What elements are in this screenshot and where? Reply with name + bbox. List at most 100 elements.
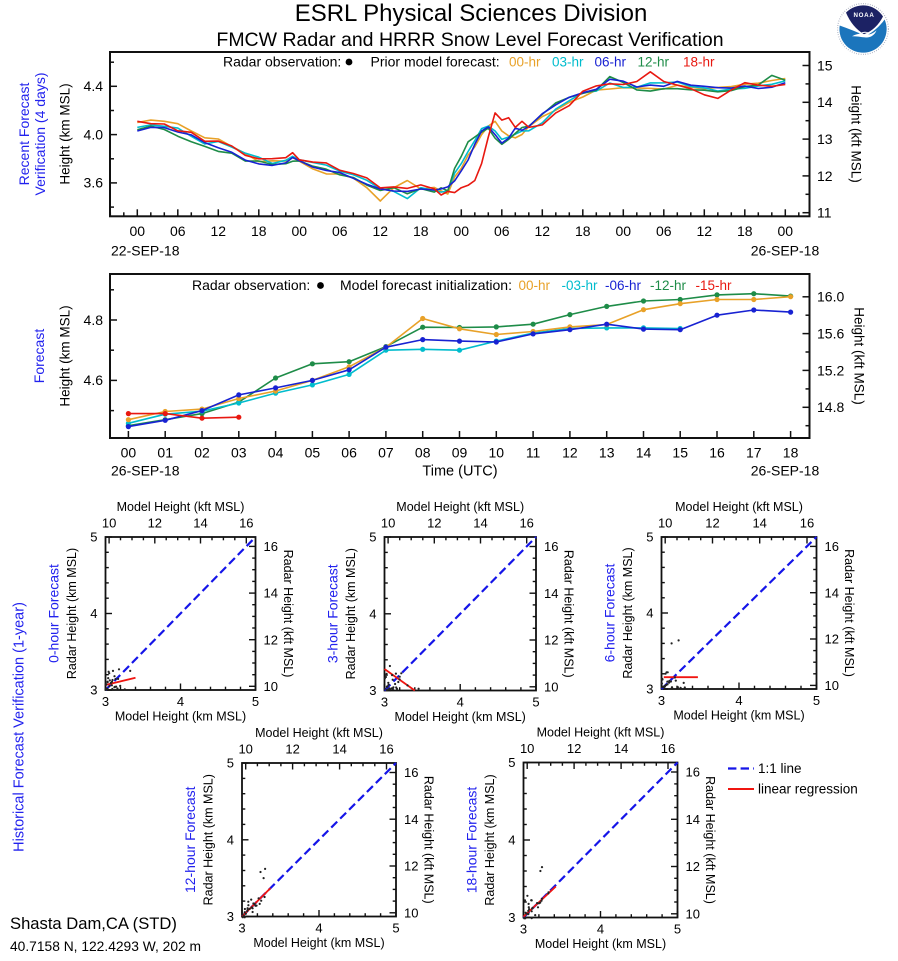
svg-text:10: 10 (520, 741, 534, 756)
svg-text:00-hr: 00-hr (519, 278, 551, 293)
svg-text:Shasta Dam,CA (STD): Shasta Dam,CA (STD) (10, 914, 177, 933)
svg-text:Model Height (kft MSL): Model Height (kft MSL) (675, 500, 803, 514)
svg-text:3: 3 (90, 683, 97, 698)
svg-text:12: 12 (817, 168, 833, 184)
svg-text:Radar Height (km MSL): Radar Height (km MSL) (344, 548, 358, 679)
svg-text:10: 10 (264, 679, 278, 694)
svg-text:00: 00 (454, 223, 470, 239)
svg-text:02: 02 (194, 445, 210, 461)
svg-text:Model Height (km MSL): Model Height (km MSL) (115, 710, 246, 724)
svg-text:13: 13 (599, 445, 615, 461)
svg-text:16: 16 (264, 539, 278, 554)
svg-text:16: 16 (544, 539, 558, 554)
svg-text:04: 04 (268, 445, 284, 461)
svg-text:16.0: 16.0 (817, 289, 844, 305)
svg-text:10: 10 (825, 678, 839, 693)
svg-text:06: 06 (656, 223, 672, 239)
svg-text:13: 13 (817, 131, 833, 147)
svg-text:3: 3 (238, 921, 245, 936)
svg-text:ESRL Physical Sciences Divisio: ESRL Physical Sciences Division (295, 0, 648, 27)
svg-text:5: 5 (369, 530, 376, 545)
svg-text:14: 14 (473, 516, 487, 531)
svg-text:4: 4 (457, 695, 464, 710)
svg-text:4.4: 4.4 (84, 78, 104, 94)
svg-text:12: 12 (697, 223, 713, 239)
svg-text:-03-hr: -03-hr (562, 278, 599, 293)
svg-text:Prior model forecast:: Prior model forecast: (371, 54, 500, 70)
svg-text:Model Height (kft MSL): Model Height (kft MSL) (537, 726, 665, 740)
svg-text:15.2: 15.2 (817, 362, 844, 378)
svg-text:3: 3 (102, 694, 109, 709)
svg-text:16: 16 (404, 765, 418, 780)
svg-text:10: 10 (381, 516, 395, 531)
svg-text:01: 01 (157, 445, 173, 461)
svg-text:10: 10 (686, 906, 700, 921)
svg-text:12: 12 (285, 742, 299, 757)
svg-text:3: 3 (508, 910, 515, 925)
svg-text:03: 03 (231, 445, 247, 461)
svg-text:18: 18 (737, 223, 753, 239)
svg-text:12: 12 (264, 632, 278, 647)
svg-text:Radar Height (kft MSL): Radar Height (kft MSL) (842, 549, 856, 677)
svg-text:16: 16 (239, 516, 253, 531)
svg-text:Model Height (km MSL): Model Height (km MSL) (253, 936, 384, 950)
svg-text:14.8: 14.8 (817, 399, 844, 415)
svg-text:Height (kft MSL): Height (kft MSL) (852, 307, 867, 405)
svg-text:5: 5 (227, 756, 234, 771)
svg-text:Time (UTC): Time (UTC) (422, 464, 497, 480)
svg-text:4: 4 (646, 606, 653, 621)
svg-text:40.7158 N, 122.4293 W, 202 m: 40.7158 N, 122.4293 W, 202 m (10, 939, 201, 954)
svg-text:4: 4 (177, 694, 184, 709)
svg-text:12: 12 (427, 516, 441, 531)
svg-text:06-hr: 06-hr (595, 55, 627, 70)
svg-text:03-hr: 03-hr (552, 55, 584, 70)
svg-text:14: 14 (636, 445, 652, 461)
svg-text:06: 06 (170, 223, 186, 239)
svg-text:5: 5 (674, 922, 681, 937)
svg-text:Model forecast initialization:: Model forecast initialization: (340, 277, 512, 293)
svg-text:12: 12 (686, 859, 700, 874)
svg-text:00: 00 (121, 445, 137, 461)
svg-text:Model Height (kft MSL): Model Height (kft MSL) (396, 500, 524, 514)
svg-text:5: 5 (252, 694, 259, 709)
svg-text:14: 14 (614, 741, 628, 756)
svg-text:17: 17 (746, 445, 762, 461)
svg-text:16: 16 (686, 765, 700, 780)
svg-text:14: 14 (752, 516, 766, 531)
svg-text:14: 14 (332, 742, 346, 757)
svg-text:FMCW Radar and HRRR Snow Level: FMCW Radar and HRRR Snow Level Forecast … (216, 29, 723, 51)
svg-text:-06-hr: -06-hr (605, 278, 642, 293)
svg-text:12: 12 (825, 632, 839, 647)
svg-text:5: 5 (532, 695, 539, 710)
svg-text:06: 06 (332, 223, 348, 239)
svg-text:6-hour Forecast: 6-hour Forecast (602, 563, 618, 662)
svg-text:Model Height (kft MSL): Model Height (kft MSL) (255, 726, 383, 740)
svg-text:18: 18 (783, 445, 799, 461)
svg-text:5: 5 (90, 530, 97, 545)
svg-text:Radar observation:: Radar observation: (223, 54, 341, 70)
svg-text:12: 12 (211, 223, 227, 239)
svg-text:12: 12 (562, 445, 578, 461)
svg-text:3: 3 (658, 693, 665, 708)
svg-text:Recent Forecast: Recent Forecast (16, 83, 32, 186)
svg-text:12: 12 (705, 516, 719, 531)
svg-text:06: 06 (341, 445, 357, 461)
svg-text:Radar Height (km MSL): Radar Height (km MSL) (65, 548, 79, 679)
svg-text:16: 16 (709, 445, 725, 461)
svg-text:4.8: 4.8 (84, 312, 104, 328)
svg-text:08: 08 (415, 445, 431, 461)
svg-text:-15-hr: -15-hr (696, 278, 733, 293)
svg-text:5: 5 (646, 530, 653, 545)
svg-text:12-hr: 12-hr (638, 55, 670, 70)
svg-text:12: 12 (148, 516, 162, 531)
svg-text:1:1 line: 1:1 line (758, 761, 802, 776)
svg-text:Radar observation:: Radar observation: (192, 277, 310, 293)
svg-text:4: 4 (508, 833, 515, 848)
svg-text:Verification (4 days): Verification (4 days) (32, 73, 48, 196)
svg-text:Model Height (kft MSL): Model Height (kft MSL) (117, 500, 245, 514)
svg-text:14: 14 (264, 586, 278, 601)
svg-text:09: 09 (452, 445, 468, 461)
svg-text:Height (km MSL): Height (km MSL) (58, 83, 73, 184)
svg-text:14: 14 (404, 812, 418, 827)
svg-text:4: 4 (227, 832, 234, 847)
